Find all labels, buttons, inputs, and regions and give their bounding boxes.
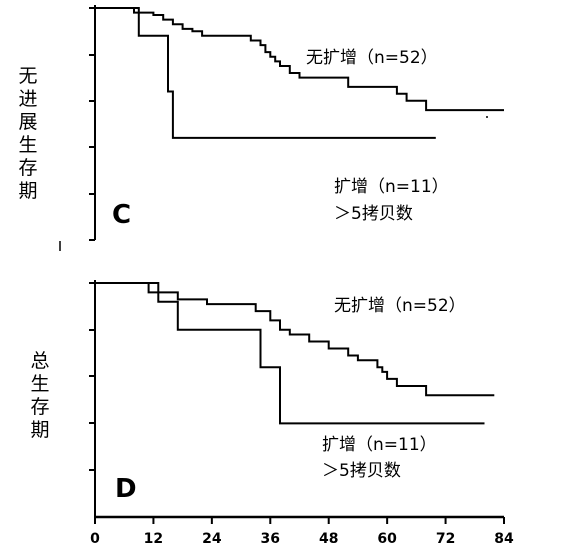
panel-c-y-axis-label: 无进展生存期	[18, 65, 37, 202]
x-tick-label: 48	[319, 531, 338, 547]
panel-d-label-amplification-line2: ＞5拷贝数	[322, 461, 401, 481]
panel-d-y-axis-label: 总生存期	[30, 350, 49, 441]
panel-c-label-amplification-line1: 扩增（n=11）	[334, 177, 449, 197]
panel-c-label-amplification-line2: ＞5拷贝数	[334, 204, 413, 224]
x-tick-label: 36	[261, 531, 280, 547]
x-tick-label: 12	[144, 531, 163, 547]
panel-c-letter: C	[112, 200, 131, 230]
panel-c-speck	[486, 116, 488, 118]
panel-d-overall-survival: 总生存期 D 无扩增（n=52） 扩增（n=11） ＞5拷贝数 0 12 24 36 4…	[30, 280, 514, 547]
panel-d-x-ticks: 0 12 24 36 48 60 72 84	[90, 517, 514, 547]
panel-c-curve-amplification	[95, 7, 436, 139]
panel-c-curve-no-amplification	[95, 7, 504, 112]
panel-d-curve-amplification	[95, 282, 485, 425]
panel-d-letter: D	[115, 474, 137, 504]
x-tick-label: 60	[377, 531, 397, 547]
x-tick-label: 0	[90, 531, 100, 547]
x-tick-label: 24	[202, 531, 222, 547]
x-tick-label: 72	[436, 531, 455, 547]
panel-d-label-no-amplification: 无扩增（n=52）	[334, 296, 466, 316]
panel-c-label-no-amplification: 无扩增（n=52）	[306, 48, 438, 68]
x-tick-label: 84	[494, 531, 514, 547]
panel-c-progression-free-survival: 无进展生存期 C 无扩增（n=52） 扩增（n=11） ＞5拷贝数	[18, 5, 504, 251]
panel-d-curve-no-amplification	[95, 282, 495, 397]
panel-d-label-amplification-line1: 扩增（n=11）	[322, 435, 437, 455]
